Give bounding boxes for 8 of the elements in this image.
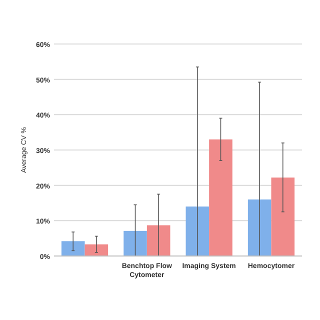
bar	[124, 230, 147, 256]
bar	[61, 241, 85, 256]
bar	[209, 139, 232, 256]
bar	[146, 225, 170, 256]
bar	[248, 199, 272, 256]
bar	[271, 178, 295, 256]
bar	[186, 206, 210, 256]
bar	[84, 244, 108, 256]
